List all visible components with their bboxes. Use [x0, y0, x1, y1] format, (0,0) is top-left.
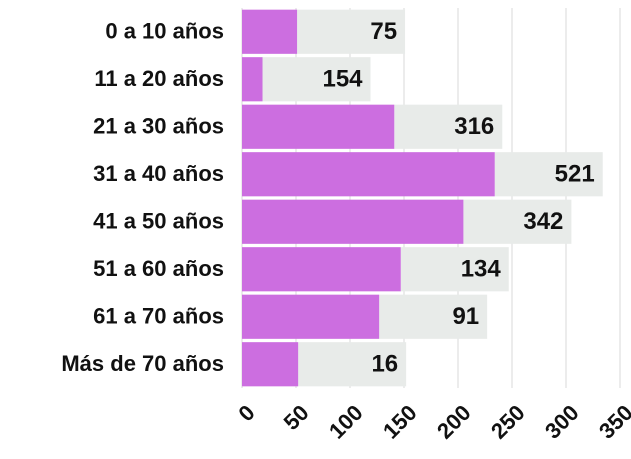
bar [242, 57, 263, 102]
bar-label: 154 [322, 66, 363, 93]
y-tick-label: 51 a 60 años [93, 256, 224, 281]
x-tick-label: 250 [486, 400, 530, 444]
x-tick-label: 50 [279, 400, 314, 435]
bar [242, 342, 299, 387]
bar [242, 104, 395, 149]
label-background [463, 199, 572, 244]
label-background [400, 247, 509, 292]
x-tick-label: 150 [378, 400, 422, 444]
y-tick-label: 31 a 40 años [93, 161, 224, 186]
x-tick-label: 0 [233, 400, 259, 426]
bar [242, 9, 298, 54]
bar-label: 134 [461, 256, 502, 283]
bar-label: 91 [452, 303, 479, 330]
y-tick-label: 21 a 30 años [93, 114, 224, 139]
x-tick-label: 300 [540, 400, 584, 444]
y-tick-label: 41 a 50 años [93, 209, 224, 234]
x-tick-label: 350 [594, 400, 631, 444]
label-background [298, 342, 407, 387]
label-background [262, 57, 371, 102]
bar [242, 294, 380, 339]
bar-label: 521 [555, 161, 595, 188]
label-background [394, 104, 503, 149]
bar-label: 16 [371, 351, 398, 378]
x-tick-label: 200 [432, 400, 476, 444]
bar [242, 152, 495, 197]
bar [242, 199, 464, 244]
bar-label: 75 [370, 18, 397, 45]
y-tick-label: 0 a 10 años [105, 19, 224, 44]
bar-label: 342 [523, 208, 563, 235]
y-tick-label: Más de 70 años [61, 351, 224, 376]
y-tick-label: 11 a 20 años [94, 66, 224, 91]
label-background [494, 152, 603, 197]
y-tick-label: 61 a 70 años [93, 304, 224, 329]
label-background [379, 294, 488, 339]
label-background [297, 9, 406, 54]
bar [242, 247, 401, 292]
bar-label: 316 [454, 113, 494, 140]
x-tick-label: 100 [324, 400, 368, 444]
